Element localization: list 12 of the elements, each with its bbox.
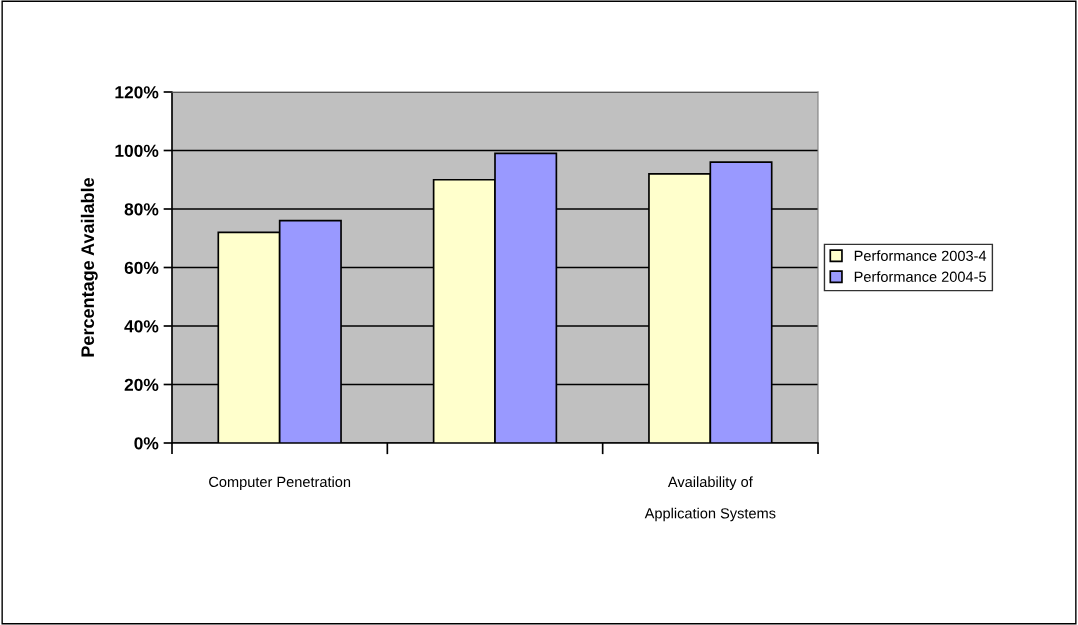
y-tick-label: 120% [115,86,159,99]
y-tick-label: 80% [124,203,159,216]
category-label: Availability of Application Systems [644,476,776,522]
y-tick-label: 0% [134,437,159,450]
y-tick-label: 20% [124,378,159,391]
legend-label: Performance 2004-5 [854,271,986,282]
y-tick-label: 100% [115,144,159,157]
y-tick-label: 40% [124,320,159,333]
y-tick-label: 60% [124,261,159,274]
x-tick-label: Computer Penetration [209,476,351,490]
legend-label: Performance 2003-4 [854,250,987,261]
y-axis-title: Percentage Available [80,177,98,357]
